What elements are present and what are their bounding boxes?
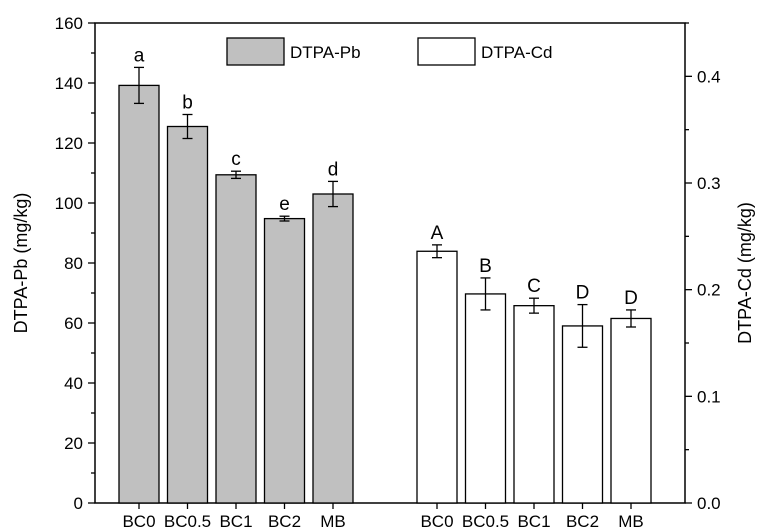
significance-label: b <box>182 93 193 114</box>
significance-label: c <box>231 149 241 170</box>
bar-dtpa-pb-bc2 <box>263 217 306 504</box>
left-axis-tick-label: 100 <box>55 194 83 213</box>
bar-dtpa-cd-bc0-5 <box>464 293 507 504</box>
significance-label: a <box>134 45 145 66</box>
x-axis-tick-label: BC0.5 <box>462 512 509 531</box>
legend-label-dtpa-pb: DTPA-Pb <box>290 43 361 62</box>
legend-swatch-dtpa-cd <box>417 37 476 66</box>
left-axis-tick-label: 40 <box>64 374 83 393</box>
left-axis-tick-label: 140 <box>55 74 83 93</box>
right-axis-tick-label: 0.0 <box>697 494 721 513</box>
bar-dtpa-pb-bc1 <box>215 174 257 504</box>
significance-label: D <box>624 288 638 309</box>
x-axis-tick-label: MB <box>320 512 346 531</box>
x-axis-tick-label: BC2 <box>268 512 301 531</box>
left-axis-title: DTPA-Pb (mg/kg) <box>11 193 31 334</box>
right-axis-tick-label: 0.3 <box>697 174 721 193</box>
bar-dtpa-cd-bc1 <box>513 305 555 504</box>
right-axis-tick-label: 0.4 <box>697 67 721 86</box>
x-axis-tick-label: MB <box>618 512 644 531</box>
bar-dtpa-cd-mb <box>610 317 652 504</box>
significance-label: D <box>576 283 590 304</box>
left-axis-tick-label: 60 <box>64 314 83 333</box>
left-axis-tick-label: 120 <box>55 134 83 153</box>
legend-swatch-dtpa-pb <box>226 37 285 66</box>
right-axis-tick-label: 0.2 <box>697 281 721 300</box>
right-axis-tick-label: 0.1 <box>697 387 721 406</box>
significance-label: B <box>479 256 492 277</box>
x-axis-tick-label: BC0.5 <box>164 512 211 531</box>
right-axis-title: DTPA-Cd (mg/kg) <box>735 202 755 344</box>
left-axis-tick-label: 160 <box>55 14 83 33</box>
significance-label: C <box>527 276 541 297</box>
x-axis-tick-label: BC0 <box>122 512 155 531</box>
x-axis-tick-label: BC1 <box>517 512 550 531</box>
x-axis-tick-label: BC2 <box>566 512 599 531</box>
bar-dtpa-pb-bc0-5 <box>166 125 209 504</box>
bar-dtpa-cd-bc2 <box>561 325 604 504</box>
bar-dtpa-pb-mb <box>312 193 354 504</box>
significance-label: e <box>279 194 290 215</box>
left-axis-tick-label: 20 <box>64 434 83 453</box>
x-axis-tick-label: BC0 <box>420 512 453 531</box>
bar-dtpa-cd-bc0 <box>416 250 458 504</box>
left-axis-tick-label: 80 <box>64 254 83 273</box>
significance-label: d <box>328 159 339 180</box>
significance-label: A <box>431 223 444 244</box>
legend-label-dtpa-cd: DTPA-Cd <box>481 43 552 62</box>
bar-dtpa-pb-bc0 <box>118 84 160 504</box>
x-axis-tick-label: BC1 <box>219 512 252 531</box>
left-axis-tick-label: 0 <box>74 494 83 513</box>
